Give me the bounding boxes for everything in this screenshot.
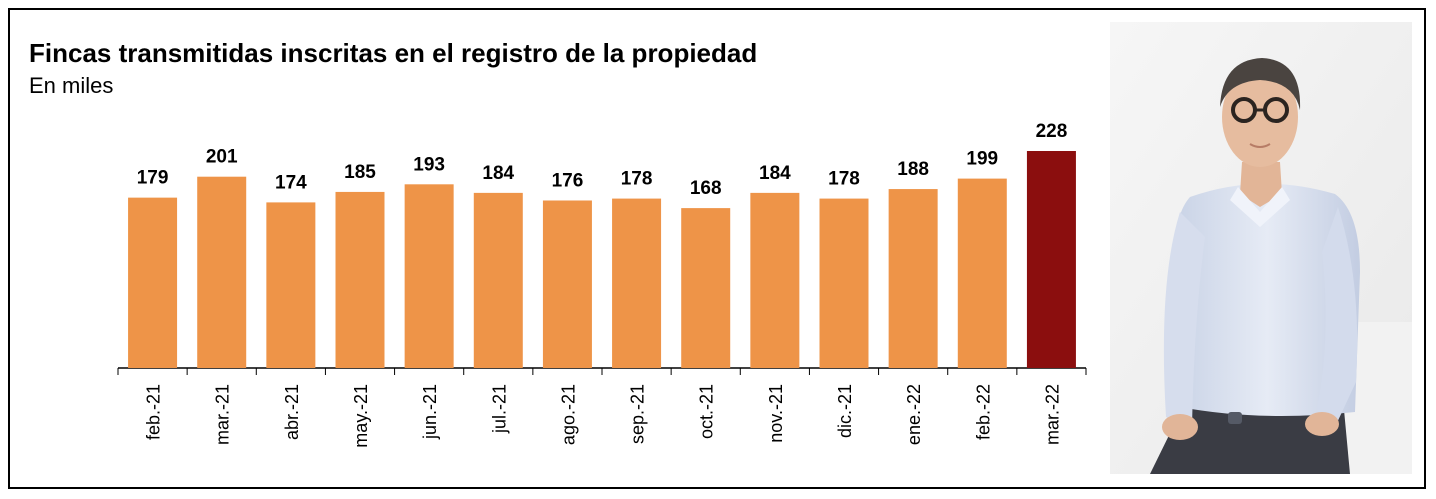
right-arm <box>1315 207 1358 427</box>
data-label: 179 <box>137 168 169 189</box>
person-photo <box>1110 22 1412 474</box>
x-tick-label: feb.-22 <box>973 384 993 440</box>
bar-jul.-21 <box>473 192 523 368</box>
shirt <box>1174 183 1360 416</box>
left-arm <box>1163 212 1205 427</box>
x-tick-label: abr.-21 <box>282 384 302 440</box>
data-label: 201 <box>206 147 238 168</box>
x-tick-label: mar.-22 <box>1042 384 1062 445</box>
data-label: 188 <box>897 159 929 180</box>
bar-abr.-21 <box>266 202 316 368</box>
watch <box>1228 412 1242 424</box>
x-tick-label: ene.-22 <box>904 384 924 445</box>
x-tick-label: mar.-21 <box>213 384 233 445</box>
x-tick-label: sep.-21 <box>628 384 648 444</box>
neck <box>1240 162 1282 207</box>
bar-may.-21 <box>335 191 385 368</box>
x-tick-label: jun.-21 <box>420 384 440 440</box>
chart-title: Fincas transmitidas inscritas en el regi… <box>29 38 758 68</box>
bar-mar.-21 <box>197 176 247 368</box>
bar-dic.-21 <box>819 198 869 368</box>
data-label: 178 <box>621 169 653 190</box>
x-tick-label: dic.-21 <box>835 384 855 438</box>
bar-feb.-21 <box>128 197 178 368</box>
left-hand <box>1162 414 1198 440</box>
bar-sep.-21 <box>612 198 662 368</box>
data-label: 199 <box>966 149 998 170</box>
data-label: 193 <box>413 154 445 175</box>
data-label: 168 <box>690 178 722 199</box>
bar-mar.-22 <box>1026 151 1076 368</box>
x-tick-label: feb.-21 <box>144 384 164 440</box>
collar <box>1230 187 1290 227</box>
x-tick-label: ago.-21 <box>558 384 578 445</box>
bar-feb.-22 <box>957 178 1007 368</box>
right-hand <box>1305 412 1339 436</box>
x-tick-label: nov.-21 <box>766 384 786 443</box>
data-label: 185 <box>344 162 376 183</box>
face <box>1222 67 1298 167</box>
mouth <box>1249 143 1271 148</box>
bar-nov.-21 <box>750 192 800 368</box>
x-tick-label: may.-21 <box>351 384 371 448</box>
bar-chart: 179 feb.-21 201 mar.-21 174 abr.-21 185 may.-21… <box>117 121 1087 448</box>
bar-jun.-21 <box>404 184 454 368</box>
data-label: 184 <box>759 163 791 184</box>
bar-oct.-21 <box>681 208 731 368</box>
data-label: 174 <box>275 172 307 193</box>
x-tick-label: oct.-21 <box>697 384 717 439</box>
x-tick-label: jul.-21 <box>489 384 509 434</box>
data-label: 228 <box>1036 121 1068 142</box>
bar-ene.-22 <box>888 189 938 368</box>
hair <box>1220 58 1301 110</box>
data-label: 178 <box>828 169 860 190</box>
data-label: 184 <box>482 163 514 184</box>
bar-ago.-21 <box>542 200 592 368</box>
data-label: 176 <box>552 170 584 191</box>
chart-subtitle: En miles <box>29 73 114 98</box>
